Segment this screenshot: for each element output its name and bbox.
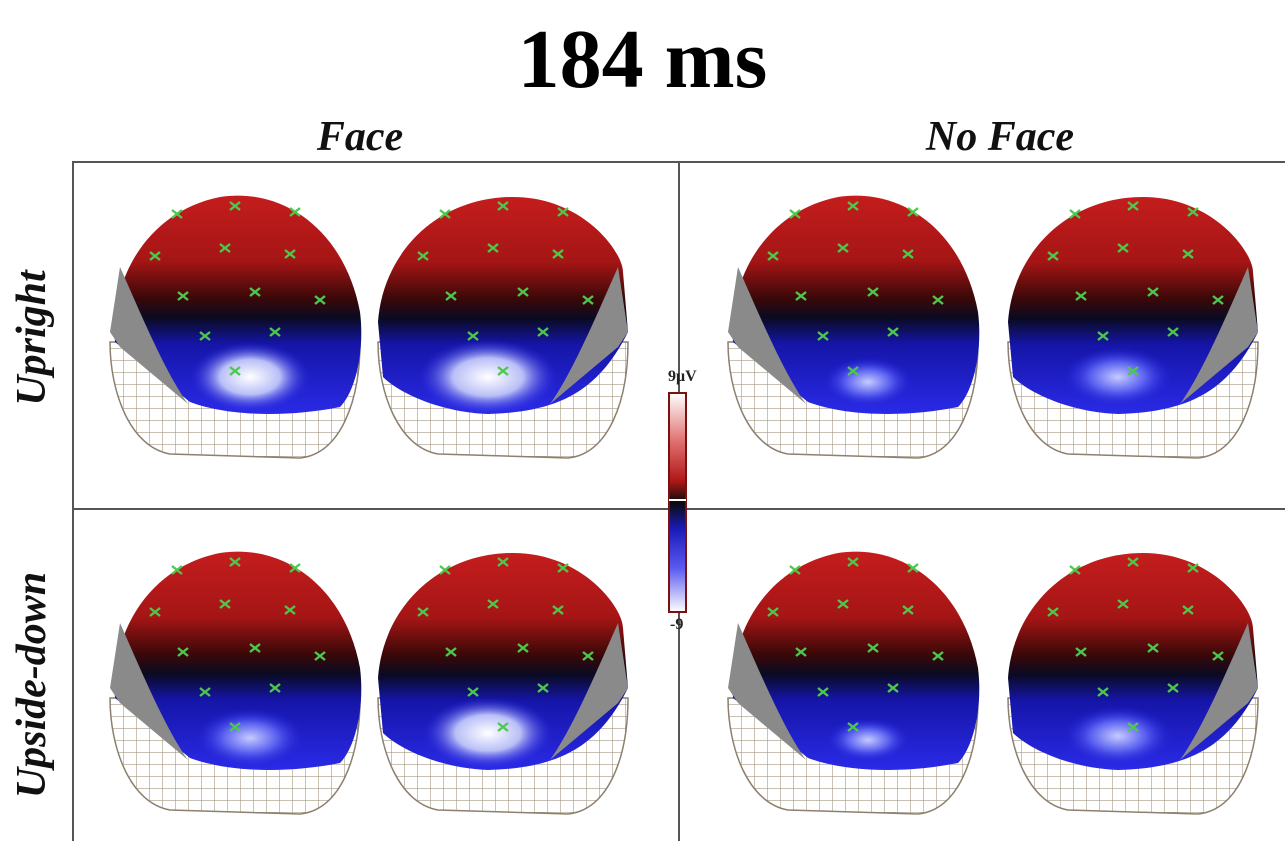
head-face-upsidedown-left bbox=[109, 550, 363, 815]
head-face-upsidedown-right bbox=[377, 552, 629, 815]
head-noface-upsidedown-right bbox=[1007, 552, 1259, 815]
colorbar bbox=[668, 392, 687, 613]
colorbar-max-label: 9μV bbox=[668, 368, 697, 385]
head-noface-upsidedown-left bbox=[727, 550, 981, 815]
topography-maps bbox=[109, 194, 1259, 815]
figure: 184 ms Face No Face Upright Upside-down bbox=[9, 13, 1285, 841]
head-noface-upright-right bbox=[1007, 196, 1259, 459]
head-face-upright-right bbox=[377, 196, 629, 459]
colorbar-min-label: -9 bbox=[670, 616, 684, 633]
head-noface-upright-left bbox=[727, 194, 981, 459]
head-face-upright-left bbox=[109, 194, 363, 459]
figure-title: 184 ms bbox=[517, 13, 768, 106]
frame-left-line bbox=[72, 161, 74, 841]
column-label-face: Face bbox=[316, 114, 404, 160]
column-label-no-face: No Face bbox=[925, 114, 1075, 160]
